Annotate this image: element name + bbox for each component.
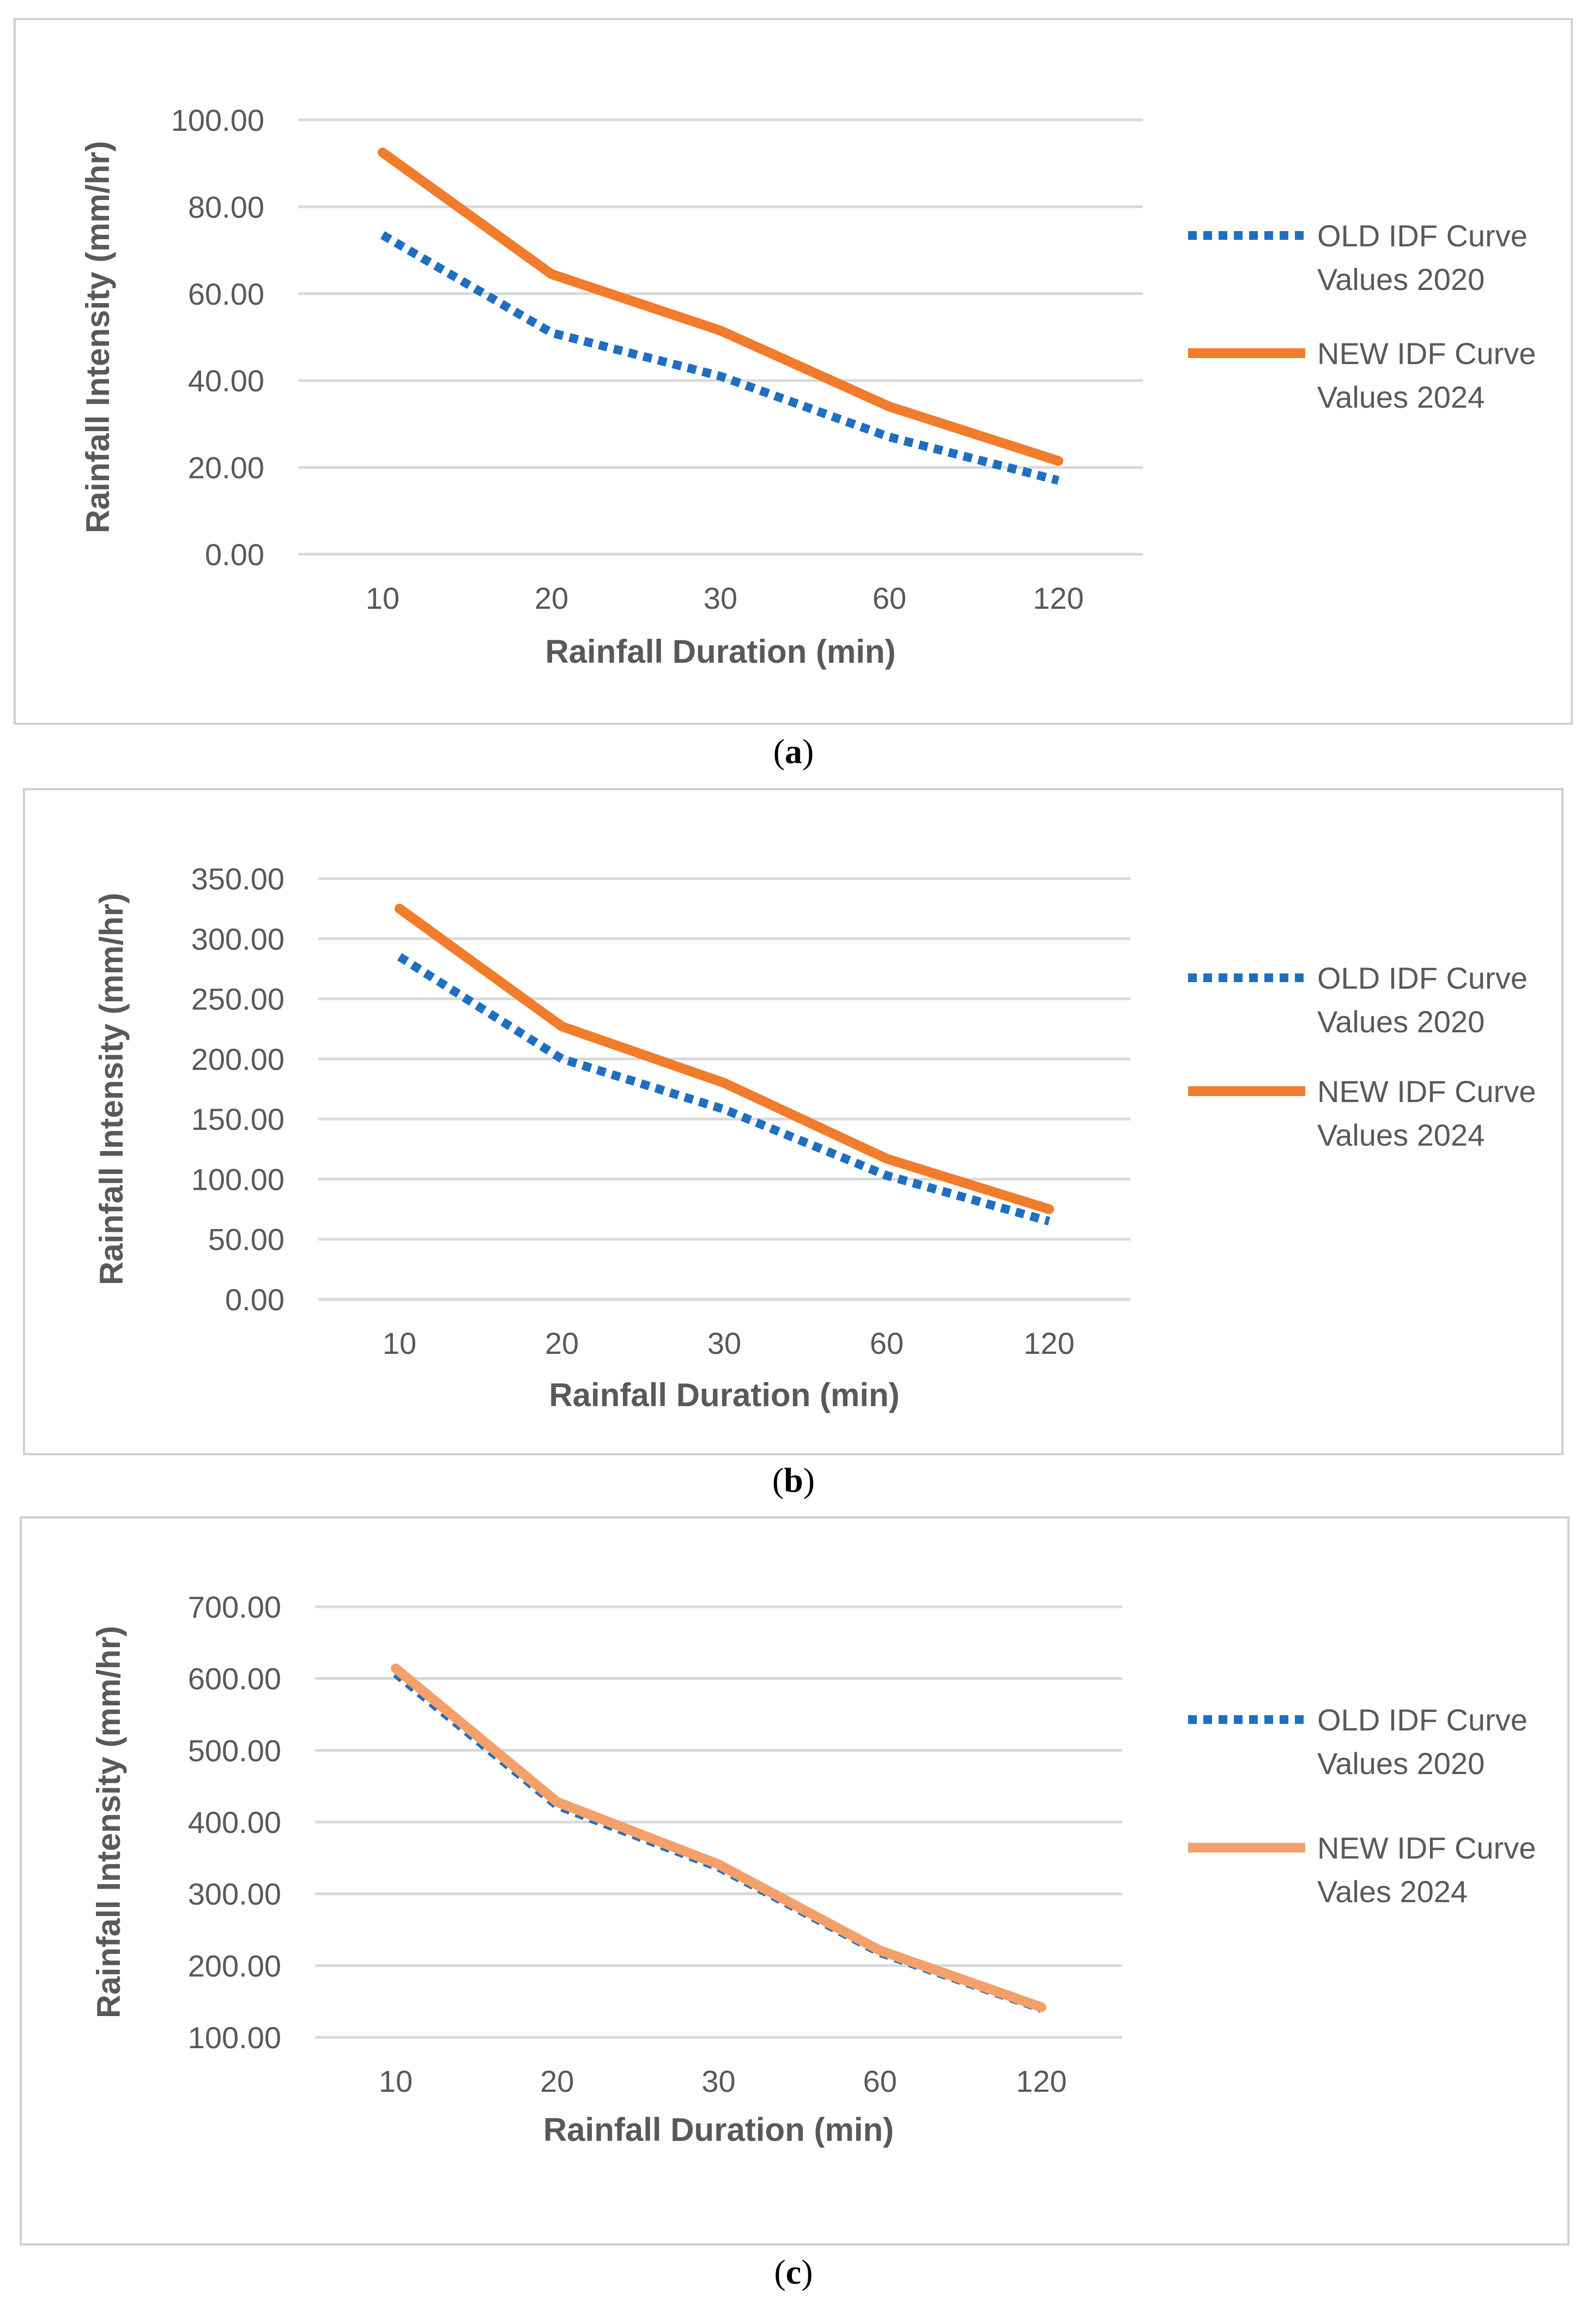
x-tick-label: 30 (707, 1326, 741, 1360)
y-tick-label: 0.00 (225, 1282, 284, 1317)
y-tick-label: 20.00 (188, 451, 264, 485)
panel-caption: (c) (774, 2253, 813, 2291)
legend-label: OLD IDF Curve (1317, 219, 1528, 253)
y-tick-label: 100.00 (188, 2020, 281, 2055)
x-tick-label: 10 (379, 2064, 413, 2098)
caption-letter: c (786, 2253, 801, 2291)
legend-label: Values 2020 (1317, 1746, 1485, 1781)
x-tick-label: 10 (366, 581, 399, 615)
y-tick-label: 250.00 (191, 982, 284, 1016)
legend-label: NEW IDF Curve (1317, 1074, 1536, 1109)
series-new-line (378, 147, 1063, 466)
legend-label: Values 2024 (1317, 1118, 1485, 1152)
x-tick-label: 20 (545, 1326, 579, 1360)
y-tick-label: 500.00 (188, 1733, 281, 1768)
x-tick-label: 20 (535, 581, 568, 615)
legend-label: Values 2020 (1317, 1004, 1485, 1039)
y-tick-label: 60.00 (188, 277, 264, 311)
series-old-line (397, 953, 1051, 1226)
caption-open: ( (772, 1461, 784, 1499)
series-new-line (395, 904, 1054, 1214)
caption-close: ) (803, 1461, 815, 1499)
caption-open: ( (773, 732, 785, 771)
x-axis-title: Rainfall Duration (min) (549, 1377, 899, 1413)
y-tick-label: 100.00 (171, 103, 264, 137)
caption-open: ( (774, 2253, 785, 2291)
x-axis-title: Rainfall Duration (min) (543, 2111, 894, 2148)
x-tick-label: 120 (1033, 581, 1083, 615)
x-tick-label: 60 (863, 2064, 897, 2098)
y-tick-label: 200.00 (191, 1042, 284, 1076)
panel-caption: (a) (773, 732, 814, 771)
caption-close: ) (802, 732, 814, 771)
x-tick-label: 60 (873, 581, 906, 615)
x-tick-label: 120 (1016, 2064, 1067, 2098)
caption-letter: a (785, 732, 802, 771)
legend-label: NEW IDF Curve (1317, 1831, 1536, 1865)
y-tick-label: 300.00 (191, 922, 284, 956)
y-tick-label: 700.00 (188, 1590, 281, 1624)
y-tick-label: 600.00 (188, 1662, 281, 1696)
x-tick-label: 30 (701, 2064, 735, 2098)
x-axis-title: Rainfall Duration (min) (545, 633, 895, 670)
legend-label: Values 2024 (1317, 380, 1485, 414)
y-tick-label: 100.00 (191, 1162, 284, 1196)
x-tick-label: 30 (704, 581, 737, 615)
y-tick-label: 80.00 (188, 190, 264, 224)
legend-label: Values 2020 (1317, 262, 1485, 296)
series-new-line (391, 1663, 1046, 2012)
chart-a: 0.00 20.00 40.00 60.00 80.00 100.00 10 20 30 60 12… (14, 18, 1573, 725)
y-tick-label: 50.00 (208, 1222, 284, 1257)
y-tick-label: 400.00 (188, 1805, 281, 1839)
panel-caption: (b) (772, 1461, 815, 1499)
legend-label: OLD IDF Curve (1317, 1703, 1528, 1737)
chart-frame (14, 18, 1573, 725)
y-tick-label: 200.00 (188, 1948, 281, 1983)
caption-close: ) (801, 2253, 813, 2291)
y-tick-label: 40.00 (188, 364, 264, 398)
legend-label: OLD IDF Curve (1317, 961, 1528, 995)
y-axis-title: Rainfall Intensity (mm/hr) (93, 893, 130, 1285)
y-tick-label: 0.00 (205, 537, 264, 572)
chart-c: 100.00 200.00 300.00 400.00 500.00 600.00 700.… (20, 1516, 1570, 2246)
x-tick-label: 60 (870, 1326, 904, 1360)
chart-frame (23, 788, 1564, 1455)
series-old-line (380, 231, 1059, 485)
x-tick-label: 10 (383, 1326, 416, 1360)
y-axis-title: Rainfall Intensity (mm/hr) (80, 141, 116, 533)
x-tick-label: 20 (540, 2064, 574, 2098)
chart-frame (20, 1516, 1570, 2246)
y-tick-label: 350.00 (191, 862, 284, 896)
x-tick-label: 120 (1023, 1326, 1074, 1360)
legend-label: NEW IDF Curve (1317, 336, 1536, 371)
y-tick-label: 150.00 (191, 1102, 284, 1136)
y-tick-label: 300.00 (188, 1877, 281, 1911)
caption-letter: b (784, 1461, 803, 1499)
legend-label: Vales 2024 (1317, 1874, 1468, 1909)
y-axis-title: Rainfall Intensity (mm/hr) (90, 1626, 127, 2018)
chart-b: 0.00 50.00 100.00 150.00 200.00 250.00 300.00 3… (23, 788, 1564, 1455)
